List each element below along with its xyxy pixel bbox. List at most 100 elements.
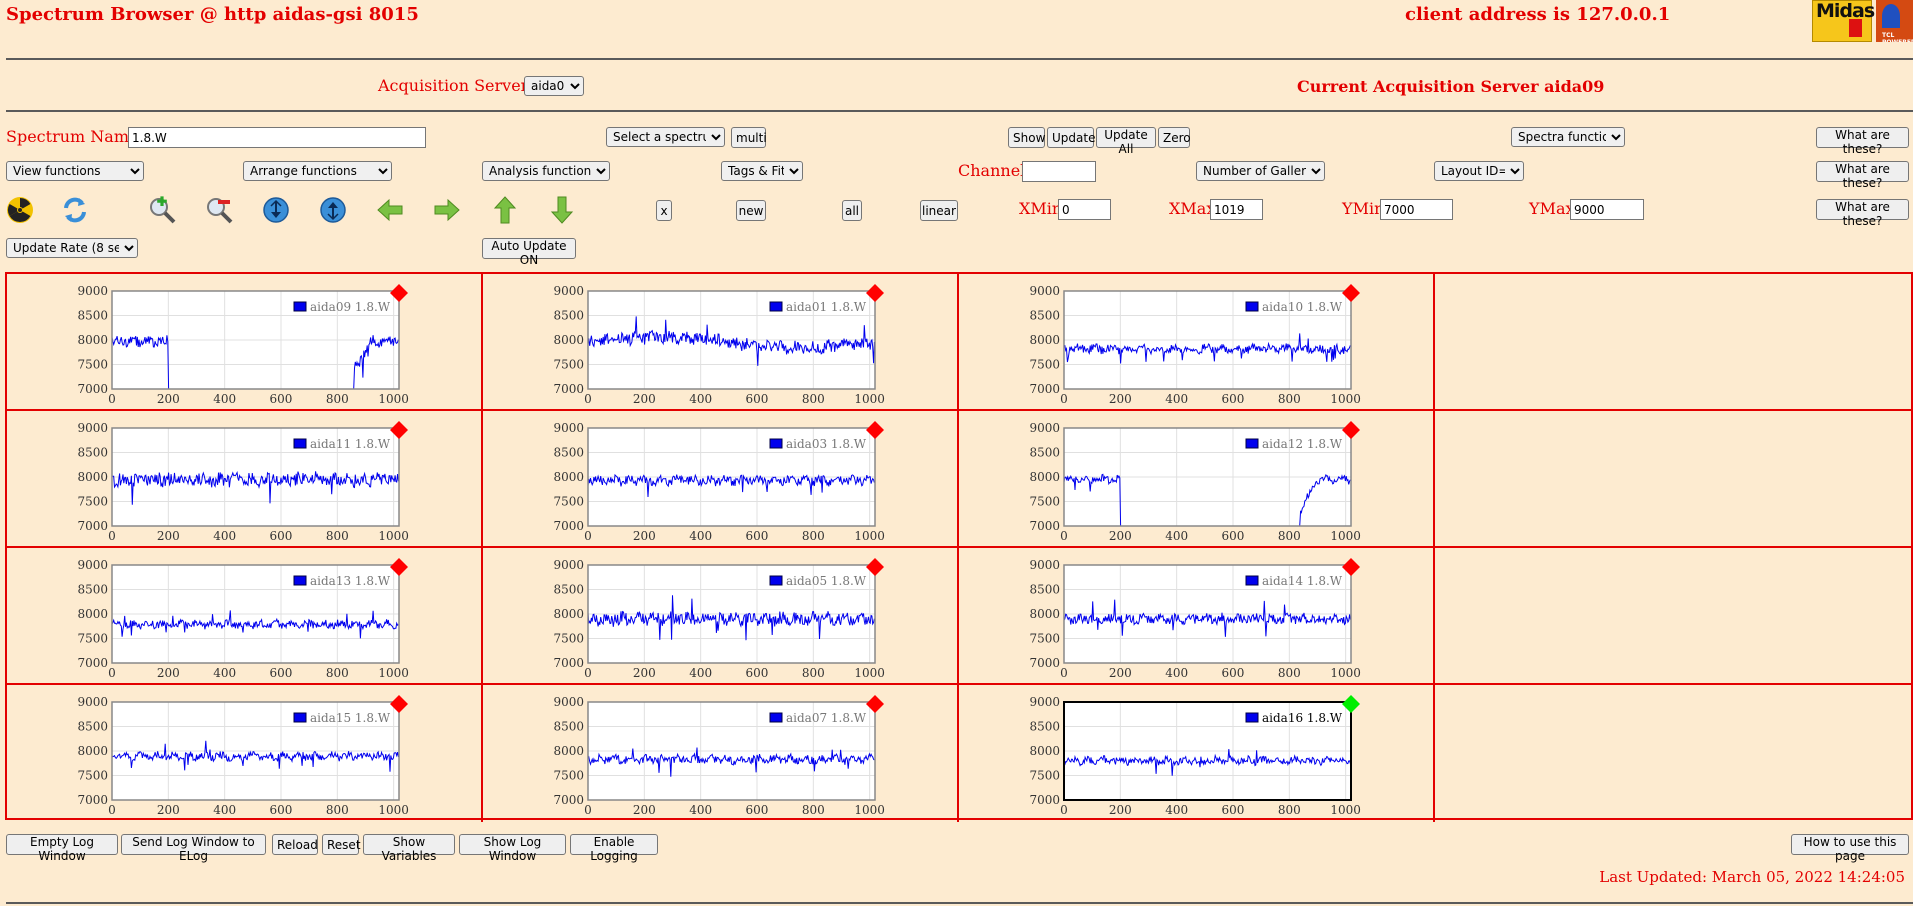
x-tick-label: 0 — [1060, 803, 1068, 817]
help-button[interactable]: What are these? — [1816, 161, 1909, 190]
help-button[interactable]: What are these? — [1816, 127, 1909, 156]
plot-frame — [111, 701, 400, 801]
y-tick-label: 9000 — [77, 695, 108, 709]
x-tick-label: 0 — [108, 529, 116, 543]
zoom-out-icon[interactable] — [204, 195, 234, 225]
ymax-label: YMax — [1529, 199, 1575, 218]
ymin-input[interactable] — [1380, 199, 1453, 220]
spectrum-cell[interactable]: 7000 7500 8000 8500 9000 0 200 400 600 800 1000 aid… — [959, 685, 1435, 822]
layout-id-select[interactable]: Layout ID=7 — [1434, 161, 1524, 181]
spectrum-plot: 7000 7500 8000 8500 9000 0 200 400 600 800 1000 aid… — [553, 695, 885, 817]
how-to-use-button[interactable]: How to use this page — [1791, 834, 1909, 863]
arrow-down-icon[interactable] — [547, 195, 577, 225]
spectrum-cell[interactable]: 7000 7500 8000 8500 9000 0 200 400 600 800 1000 aid… — [959, 274, 1435, 411]
x-tick-label: 600 — [1222, 666, 1245, 680]
arrow-right-icon[interactable] — [432, 195, 462, 225]
send-log-to-elog-button[interactable]: Send Log Window to ELog — [121, 834, 266, 863]
y-tick-label: 7000 — [553, 793, 584, 807]
spectrum-cell[interactable]: 7000 7500 8000 8500 9000 0 200 400 600 800 1000 aid… — [7, 685, 483, 822]
status-indicator — [866, 558, 884, 576]
xmax-input[interactable] — [1210, 199, 1263, 220]
linear-button[interactable]: linear — [920, 200, 958, 221]
update-rate-select[interactable]: Update Rate (8 secs) — [6, 238, 138, 258]
x-tick-label: 400 — [689, 529, 712, 543]
spectrum-cell[interactable]: 7000 7500 8000 8500 9000 0 200 400 600 800 1000 aid… — [959, 411, 1435, 548]
x-tick-label: 600 — [1222, 529, 1245, 543]
x-button[interactable]: x — [656, 200, 672, 221]
enable-logging-button[interactable]: Enable Logging — [570, 834, 658, 863]
spectrum-name-input[interactable] — [128, 127, 426, 148]
empty-log-window-button[interactable]: Empty Log Window — [6, 834, 118, 863]
y-tick-label: 7500 — [553, 632, 584, 646]
y-tick-label: 8500 — [553, 583, 584, 597]
y-tick-label: 7000 — [77, 793, 108, 807]
last-updated: Last Updated: March 05, 2022 14:24:05 — [1599, 868, 1905, 886]
reset-button[interactable]: Reset — [322, 834, 361, 855]
status-indicator — [1342, 284, 1360, 302]
spectrum-cell[interactable]: 7000 7500 8000 8500 9000 0 200 400 600 800 1000 aid… — [959, 548, 1435, 685]
number-of-galleries-select[interactable]: Number of Galleries — [1196, 161, 1325, 181]
show-log-window-button[interactable]: Show Log Window — [459, 834, 566, 863]
x-tick-label: 600 — [746, 666, 769, 680]
x-tick-label: 800 — [1278, 529, 1301, 543]
tags-fits-select[interactable]: Tags & Fits — [721, 161, 803, 181]
x-tick-label: 1000 — [854, 803, 885, 817]
spectrum-cell[interactable]: 7000 7500 8000 8500 9000 0 200 400 600 800 1000 aid… — [7, 411, 483, 548]
analysis-functions-select[interactable]: Analysis functions — [482, 161, 610, 181]
spectrum-cell[interactable]: 7000 7500 8000 8500 9000 0 200 400 600 800 1000 aid… — [483, 274, 959, 411]
multi-button[interactable]: multi — [731, 127, 767, 148]
x-tick-label: 400 — [213, 803, 236, 817]
legend-label: aida03 1.8.W — [786, 437, 867, 451]
x-tick-label: 600 — [270, 529, 293, 543]
ymax-input[interactable] — [1570, 199, 1644, 220]
view-functions-select[interactable]: View functions — [6, 161, 144, 181]
help-button[interactable]: What are these? — [1816, 199, 1909, 228]
arrange-functions-select[interactable]: Arrange functions — [243, 161, 392, 181]
arrow-up-icon[interactable] — [490, 195, 520, 225]
y-tick-label: 8000 — [553, 744, 584, 758]
refresh-icon[interactable] — [60, 195, 90, 225]
midas-logo-mark — [1849, 19, 1862, 37]
x-tick-label: 800 — [802, 529, 825, 543]
zoom-in-icon[interactable] — [147, 195, 177, 225]
x-tick-label: 200 — [157, 803, 180, 817]
spectrum-cell[interactable]: 7000 7500 8000 8500 9000 0 200 400 600 800 1000 aid… — [483, 411, 959, 548]
y-tick-label: 8500 — [553, 720, 584, 734]
expand-down-icon[interactable] — [261, 195, 291, 225]
arrow-left-icon[interactable] — [375, 195, 405, 225]
series-line — [111, 740, 399, 772]
spectrum-cell[interactable]: 7000 7500 8000 8500 9000 0 200 400 600 800 1000 aid… — [483, 548, 959, 685]
new-button[interactable]: new — [736, 200, 766, 221]
tcl-logo: TCL POWERED — [1876, 0, 1913, 42]
show-variables-button[interactable]: Show Variables — [363, 834, 455, 863]
series-line — [587, 473, 875, 498]
all-button[interactable]: all — [842, 200, 862, 221]
show-button[interactable]: Show — [1008, 127, 1045, 148]
acquisition-server-select[interactable]: aida09 — [524, 76, 584, 96]
y-tick-label: 7000 — [1029, 519, 1060, 533]
y-tick-label: 8500 — [1029, 583, 1060, 597]
channel-input[interactable] — [1022, 161, 1096, 182]
auto-update-button[interactable]: Auto Update ON — [482, 238, 576, 267]
spectra-functions-select[interactable]: Spectra functions — [1511, 127, 1625, 147]
spectrum-cell[interactable]: 7000 7500 8000 8500 9000 0 200 400 600 800 1000 aid… — [7, 548, 483, 685]
x-tick-label: 1000 — [378, 529, 409, 543]
x-tick-label: 1000 — [378, 392, 409, 406]
xmin-input[interactable] — [1058, 199, 1111, 220]
zero-button[interactable]: Zero — [1158, 127, 1191, 148]
update-button[interactable]: Update — [1047, 127, 1095, 148]
select-spectrum-select[interactable]: Select a spectrum — [606, 127, 725, 147]
expand-up-icon[interactable] — [318, 195, 348, 225]
reload-button[interactable]: Reload — [272, 834, 318, 855]
spectrum-cell[interactable]: 7000 7500 8000 8500 9000 0 200 400 600 800 1000 aid… — [483, 685, 959, 822]
update-all-button[interactable]: Update All — [1096, 127, 1156, 156]
divider — [6, 58, 1913, 60]
x-tick-label: 400 — [1165, 803, 1188, 817]
page-title: Spectrum Browser @ http aidas-gsi 8015 — [6, 4, 419, 25]
plot-frame — [111, 427, 400, 527]
legend-swatch — [1245, 301, 1259, 312]
radiation-icon[interactable] — [5, 195, 35, 225]
series-line — [587, 316, 875, 366]
spectrum-cell[interactable]: 7000 7500 8000 8500 9000 0 200 400 600 800 1000 aid… — [7, 274, 483, 411]
y-tick-label: 9000 — [77, 421, 108, 435]
